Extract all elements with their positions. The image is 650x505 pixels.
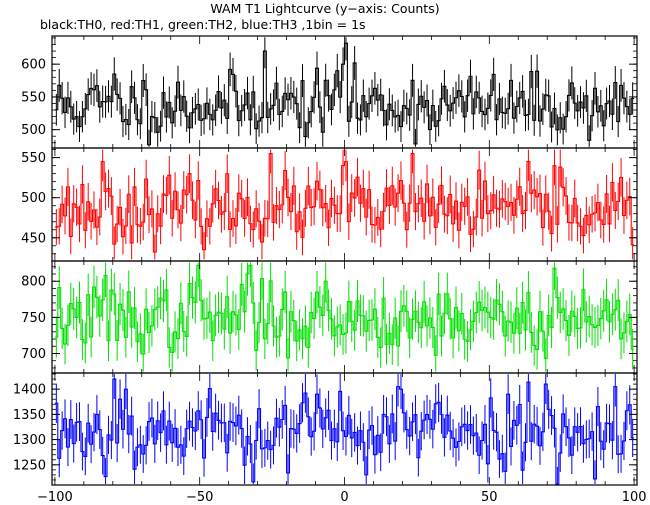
panel-frame-th3	[51, 372, 638, 486]
series-line-th3	[54, 378, 635, 485]
y-tick-label: 500	[21, 123, 46, 138]
errorbars-th2	[55, 262, 634, 372]
y-tick-label: 700	[21, 347, 46, 362]
series-line-th2	[54, 264, 635, 359]
y-tick-label: 550	[21, 151, 46, 166]
y-tick-label: 1350	[13, 408, 46, 423]
y-tick-label: 1300	[13, 433, 46, 448]
y-tick-label: 500	[21, 191, 46, 206]
errorbars-th3	[55, 374, 634, 484]
x-tick-label: −100	[37, 490, 73, 505]
y-tick-label: 1400	[13, 383, 46, 398]
series-line-th0	[54, 42, 635, 146]
y-tick-label: 600	[21, 58, 46, 73]
y-tick-label: 450	[21, 231, 46, 246]
x-tick-label: 50	[481, 490, 498, 505]
chart-title: WAM T1 Lightcurve (y−axis: Counts)	[210, 1, 440, 16]
y-tick-label: 550	[21, 90, 46, 105]
panel-frame-th2	[51, 260, 638, 374]
series-line-th1	[54, 153, 635, 253]
x-tick-label: 100	[622, 490, 647, 505]
x-tick-label: −50	[186, 490, 213, 505]
y-tick-label: 1250	[13, 458, 46, 473]
x-tick-label: 0	[340, 490, 348, 505]
chart-subtitle: black:TH0, red:TH1, green:TH2, blue:TH3 …	[40, 17, 366, 32]
y-tick-label: 750	[21, 311, 46, 326]
y-tick-label: 800	[21, 275, 46, 290]
